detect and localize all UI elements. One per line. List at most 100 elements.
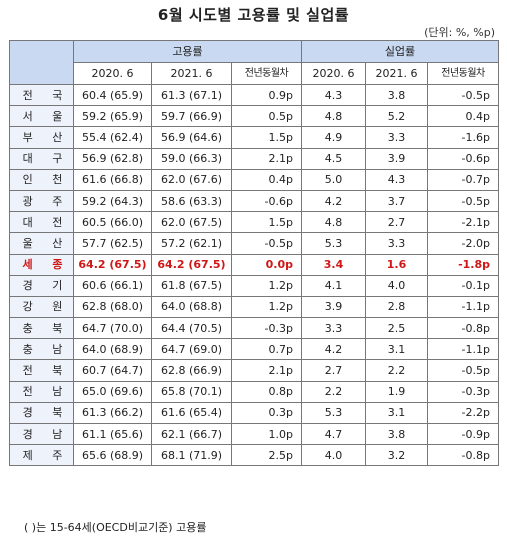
table-row: 제 주 65.6 (68.9) 68.1 (71.9) 2.5p 4.0 3.2 -0.8p bbox=[9, 444, 499, 467]
unemployment-2020-cell: 5.3 bbox=[301, 401, 366, 425]
table-row: 세 종 64.2 (67.5) 64.2 (67.5) 0.0p 3.4 1.6 -1.8p bbox=[9, 253, 499, 276]
employment-2021-cell: 59.0 (66.3) bbox=[151, 147, 232, 170]
unemployment-2020-cell: 3.9 bbox=[301, 295, 366, 319]
unemployment-2021-cell: 2.7 bbox=[365, 211, 428, 234]
unemployment-2020-cell: 2.2 bbox=[301, 380, 366, 403]
table-row: 울 산 57.7 (62.5) 57.2 (62.1) -0.5p 5.3 3.3 -2.0… bbox=[9, 232, 499, 255]
employment-change-cell: 2.1p bbox=[231, 359, 302, 382]
table-row: 경 남 61.1 (65.6) 62.1 (66.7) 1.0p 4.7 3.8 -0.9p bbox=[9, 422, 499, 446]
employment-2021-cell: 57.2 (62.1) bbox=[151, 232, 232, 255]
table-row: 대 구 56.9 (62.8) 59.0 (66.3) 2.1p 4.5 3.9 -0.6p bbox=[9, 147, 499, 170]
region-cell: 울 산 bbox=[9, 232, 74, 255]
employment-2021-header: 2021. 6 bbox=[151, 62, 232, 85]
unemployment-2020-cell: 5.3 bbox=[301, 232, 366, 255]
unemployment-2020-cell: 4.5 bbox=[301, 147, 366, 170]
unemployment-change-cell: -1.8p bbox=[427, 253, 499, 276]
unemployment-change-cell: -2.1p bbox=[427, 211, 499, 234]
unemployment-2021-cell: 5.2 bbox=[365, 105, 428, 128]
unemployment-change-cell: -1.1p bbox=[427, 295, 499, 319]
region-cell: 광 주 bbox=[9, 189, 74, 213]
employment-2020-cell: 56.9 (62.8) bbox=[73, 147, 152, 170]
unemployment-2020-cell: 4.3 bbox=[301, 83, 366, 107]
employment-2021-cell: 65.8 (70.1) bbox=[151, 380, 232, 403]
employment-2021-cell: 64.7 (69.0) bbox=[151, 338, 232, 361]
unemployment-change-header: 전년동월차 bbox=[427, 62, 499, 85]
region-cell: 충 북 bbox=[9, 317, 74, 340]
region-cell: 충 남 bbox=[9, 338, 74, 361]
employment-2020-cell: 55.4 (62.4) bbox=[73, 126, 152, 149]
table-row: 인 천 61.6 (66.8) 62.0 (67.6) 0.4p 5.0 4.3 -0.7p bbox=[9, 168, 499, 191]
employment-2020-cell: 64.2 (67.5) bbox=[73, 253, 152, 276]
unemployment-change-cell: -0.9p bbox=[427, 422, 499, 446]
employment-2021-cell: 62.8 (66.9) bbox=[151, 359, 232, 382]
unemployment-2021-cell: 1.9 bbox=[365, 380, 428, 403]
unemployment-change-cell: -0.5p bbox=[427, 359, 499, 382]
employment-change-cell: 0.0p bbox=[231, 253, 302, 276]
employment-table: 고용률 실업률 2020. 6 2021. 6 전년동월차 2020. 6 20… bbox=[9, 40, 499, 467]
employment-2021-cell: 68.1 (71.9) bbox=[151, 444, 232, 467]
unemployment-2021-cell: 3.8 bbox=[365, 422, 428, 446]
region-cell: 전 북 bbox=[9, 359, 74, 382]
employment-change-cell: 0.4p bbox=[231, 168, 302, 191]
employment-change-cell: -0.6p bbox=[231, 189, 302, 213]
employment-change-cell: 1.0p bbox=[231, 422, 302, 446]
employment-change-cell: 1.2p bbox=[231, 295, 302, 319]
unemployment-change-cell: -0.6p bbox=[427, 147, 499, 170]
unemployment-2021-cell: 3.1 bbox=[365, 401, 428, 425]
unemployment-change-cell: -0.5p bbox=[427, 83, 499, 107]
employment-2021-cell: 62.0 (67.5) bbox=[151, 211, 232, 234]
region-cell: 전 국 bbox=[9, 83, 74, 107]
unemployment-2021-header: 2021. 6 bbox=[365, 62, 428, 85]
employment-change-cell: 2.1p bbox=[231, 147, 302, 170]
unemployment-change-cell: -1.6p bbox=[427, 126, 499, 149]
employment-2021-cell: 64.2 (67.5) bbox=[151, 253, 232, 276]
unemployment-2021-cell: 3.8 bbox=[365, 83, 428, 107]
employment-2021-cell: 61.6 (65.4) bbox=[151, 401, 232, 425]
employment-2021-cell: 64.4 (70.5) bbox=[151, 317, 232, 340]
unemployment-2021-cell: 3.9 bbox=[365, 147, 428, 170]
region-cell: 서 울 bbox=[9, 105, 74, 128]
corner-cell bbox=[9, 40, 74, 85]
unemployment-2021-cell: 1.6 bbox=[365, 253, 428, 276]
unemployment-change-cell: -0.1p bbox=[427, 274, 499, 297]
unemployment-2020-cell: 4.8 bbox=[301, 105, 366, 128]
employment-2020-cell: 65.0 (69.6) bbox=[73, 380, 152, 403]
unemployment-2020-cell: 3.3 bbox=[301, 317, 366, 340]
employment-change-cell: 1.5p bbox=[231, 211, 302, 234]
unemployment-2020-cell: 4.7 bbox=[301, 422, 366, 446]
table-row: 충 북 64.7 (70.0) 64.4 (70.5) -0.3p 3.3 2.5 -0.8… bbox=[9, 317, 499, 340]
employment-2020-cell: 61.6 (66.8) bbox=[73, 168, 152, 191]
table-row: 전 남 65.0 (69.6) 65.8 (70.1) 0.8p 2.2 1.9 -0.3p bbox=[9, 380, 499, 403]
employment-2020-cell: 60.5 (66.0) bbox=[73, 211, 152, 234]
employment-2020-header: 2020. 6 bbox=[73, 62, 152, 85]
employment-2020-cell: 59.2 (64.3) bbox=[73, 189, 152, 213]
region-cell: 경 기 bbox=[9, 274, 74, 297]
unemployment-change-cell: -0.7p bbox=[427, 168, 499, 191]
table-row: 강 원 62.8 (68.0) 64.0 (68.8) 1.2p 3.9 2.8 -1.1p bbox=[9, 295, 499, 319]
unemployment-2021-cell: 4.3 bbox=[365, 168, 428, 191]
table-row: 경 북 61.3 (66.2) 61.6 (65.4) 0.3p 5.3 3.1 -2.2p bbox=[9, 401, 499, 425]
employment-change-header: 전년동월차 bbox=[231, 62, 302, 85]
table-row: 전 북 60.7 (64.7) 62.8 (66.9) 2.1p 2.7 2.2 -0.5p bbox=[9, 359, 499, 382]
employment-change-cell: 0.8p bbox=[231, 380, 302, 403]
region-cell: 전 남 bbox=[9, 380, 74, 403]
unemployment-2021-cell: 2.5 bbox=[365, 317, 428, 340]
employment-2021-cell: 62.1 (66.7) bbox=[151, 422, 232, 446]
unit-label: (단위: %, %p) bbox=[424, 26, 495, 39]
employment-2021-cell: 62.0 (67.6) bbox=[151, 168, 232, 191]
page-title: 6월 시도별 고용률 및 실업률 bbox=[157, 6, 350, 24]
employment-2020-cell: 64.0 (68.9) bbox=[73, 338, 152, 361]
unemployment-2020-cell: 4.2 bbox=[301, 338, 366, 361]
unemployment-change-cell: -2.0p bbox=[427, 232, 499, 255]
unemployment-change-cell: -0.3p bbox=[427, 380, 499, 403]
employment-2021-cell: 64.0 (68.8) bbox=[151, 295, 232, 319]
employment-2021-cell: 58.6 (63.3) bbox=[151, 189, 232, 213]
footnote: ( )는 15-64세(OECD비교기준) 고용률 bbox=[24, 521, 207, 534]
unemployment-2020-cell: 4.9 bbox=[301, 126, 366, 149]
employment-2020-cell: 61.1 (65.6) bbox=[73, 422, 152, 446]
unemployment-2021-cell: 3.3 bbox=[365, 232, 428, 255]
unemployment-2021-cell: 3.3 bbox=[365, 126, 428, 149]
unemployment-2020-cell: 3.4 bbox=[301, 253, 366, 276]
employment-2020-cell: 65.6 (68.9) bbox=[73, 444, 152, 467]
unemployment-change-cell: -0.8p bbox=[427, 444, 499, 467]
